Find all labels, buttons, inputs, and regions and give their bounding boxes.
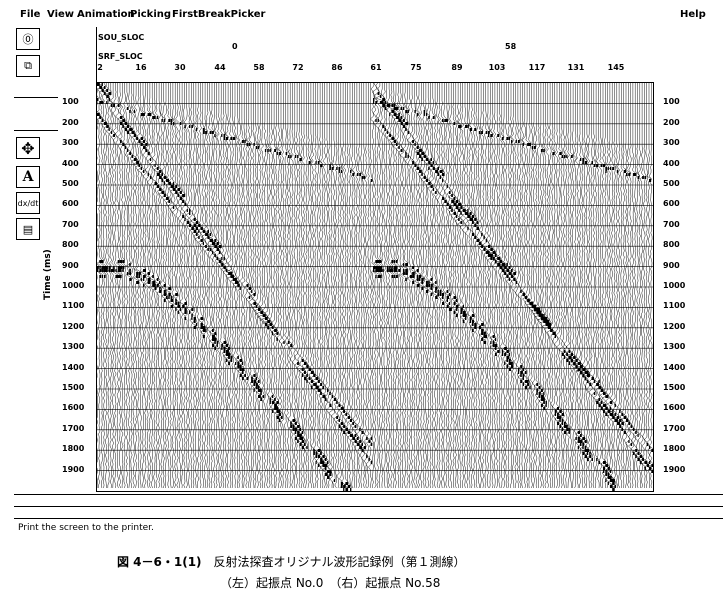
time-tick-label: 100 [62, 97, 79, 107]
time-tick-label: 1300 [663, 342, 686, 352]
menu-view[interactable]: View [47, 9, 75, 20]
menu-picking[interactable]: Picking [130, 9, 172, 20]
time-axis-title: Time (ms) [43, 249, 53, 300]
time-tick-label: 1200 [62, 321, 85, 331]
panel-icon[interactable]: ▤ [16, 218, 40, 240]
move-arrows-icon[interactable]: ✥ [16, 137, 40, 159]
time-tick-label: 200 [663, 117, 680, 127]
time-tick-label: 1400 [663, 362, 686, 372]
time-tick-label: 600 [663, 199, 680, 209]
shot-left-number: 0 [232, 42, 238, 51]
trace-tick-label: 61 [370, 63, 382, 72]
time-tick-label: 1500 [62, 383, 85, 392]
time-tick-label: 600 [62, 199, 79, 209]
figure-subtitle: （左）起振点 No.0 （右）起振点 No.58 [220, 576, 441, 590]
menu-animation[interactable]: Animation [77, 9, 135, 20]
time-tick-label: 1400 [62, 362, 85, 372]
time-tick-label: 500 [62, 179, 79, 188]
seismic-panel[interactable] [96, 82, 654, 492]
text-annotation-icon[interactable]: A [16, 166, 40, 188]
trace-tick-label: 58 [253, 63, 265, 72]
trace-tick-label: 75 [410, 63, 422, 72]
time-tick-label: 1600 [62, 403, 85, 413]
time-tick-label: 1500 [663, 383, 686, 392]
time-tick-label: 1900 [62, 464, 85, 474]
trace-tick-label: 86 [331, 63, 343, 72]
trace-tick-label: 89 [451, 63, 463, 72]
menu-file[interactable]: File [20, 9, 41, 20]
info-icon[interactable]: ⓪ [16, 28, 40, 50]
trace-tick-label: 16 [135, 63, 147, 72]
trace-tick-label: 145 [607, 63, 625, 72]
time-tick-label: 200 [62, 117, 79, 127]
toolbar-separator [14, 97, 58, 98]
time-tick-label: 300 [663, 138, 680, 148]
shot-right-number: 58 [505, 42, 517, 51]
seismic-waveforms [97, 83, 653, 491]
derivative-icon[interactable]: dx/dt [16, 192, 40, 214]
window-stack-icon[interactable]: ⧉ [16, 55, 40, 77]
header-divider [96, 27, 97, 82]
time-tick-label: 700 [663, 219, 680, 229]
figure-number: 図 4－6・1(1) [117, 555, 202, 569]
time-tick-label: 800 [663, 240, 680, 250]
menu-firstbreakpicker[interactable]: FirstBreakPicker [172, 9, 266, 20]
time-tick-label: 1000 [62, 281, 85, 290]
time-tick-label: 500 [663, 179, 680, 188]
time-tick-label: 900 [62, 260, 79, 270]
time-tick-label: 1800 [663, 444, 686, 454]
time-tick-label: 1700 [62, 423, 85, 433]
time-tick-label: 1100 [62, 301, 85, 311]
time-tick-label: 1300 [62, 342, 85, 352]
time-tick-label: 1100 [663, 301, 686, 311]
trace-tick-label: 72 [292, 63, 304, 72]
time-tick-label: 1200 [663, 321, 686, 331]
time-tick-label: 1700 [663, 423, 686, 433]
time-tick-label: 400 [62, 158, 79, 168]
time-tick-label: 400 [663, 158, 680, 168]
trace-tick-label: 30 [174, 63, 186, 72]
waveform-traces [97, 83, 653, 489]
time-tick-label: 1000 [663, 281, 686, 290]
trace-tick-label: 103 [488, 63, 506, 72]
time-tick-label: 1600 [663, 403, 686, 413]
bottom-divider [14, 494, 723, 495]
bottom-divider [14, 518, 723, 519]
bottom-divider [14, 506, 723, 507]
time-tick-label: 1800 [62, 444, 85, 454]
trace-tick-label: 117 [528, 63, 546, 72]
srf-sloc-label: SRF_SLOC [98, 52, 143, 61]
time-tick-label: 300 [62, 138, 79, 148]
figure-caption: 図 4－6・1(1) 反射法探査オリジナル波形記録例（第１測線） [117, 553, 466, 570]
trace-tick-label: 2 [97, 63, 103, 72]
menu-help[interactable]: Help [680, 9, 706, 20]
trace-tick-label: 44 [214, 63, 226, 72]
time-tick-label: 1900 [663, 464, 686, 474]
time-tick-label: 700 [62, 219, 79, 229]
status-bar: Print the screen to the printer. [18, 523, 154, 533]
time-tick-label: 900 [663, 260, 680, 270]
toolbar-separator [14, 130, 58, 131]
menu-bar: File View Animation Picking FirstBreakPi… [0, 0, 725, 24]
figure-title: 反射法探査オリジナル波形記録例（第１測線） [213, 555, 466, 569]
time-tick-label: 100 [663, 97, 680, 107]
trace-tick-label: 131 [567, 63, 585, 72]
sou-sloc-label: SOU_SLOC [98, 33, 145, 42]
time-tick-label: 800 [62, 240, 79, 250]
